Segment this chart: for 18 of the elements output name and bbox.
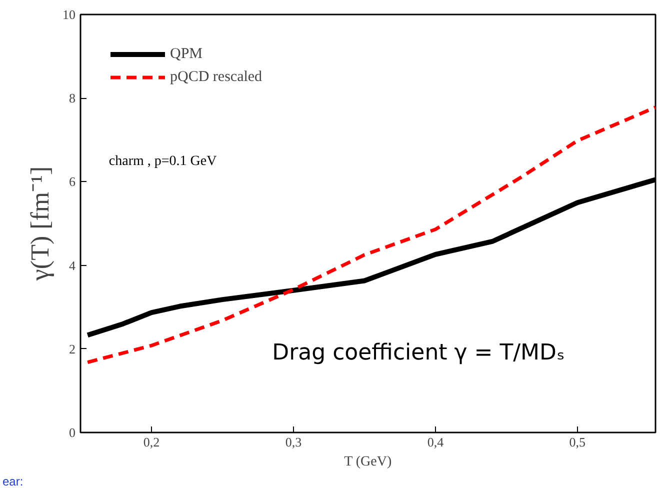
y-tick-label: 4: [69, 258, 76, 273]
y-tick-label: 6: [69, 174, 76, 190]
y-axis-title: γ(T) [fm⁻¹]: [26, 166, 54, 282]
x-tick-label: 0,2: [143, 434, 160, 450]
text: ear:: [2, 474, 24, 488]
y-tick-label: 2: [69, 341, 76, 356]
y-tick-label: 8: [69, 90, 76, 106]
legend-label: pQCD rescaled: [170, 68, 262, 86]
line-series: [86, 106, 656, 364]
legend-label: QPM: [170, 46, 203, 62]
annotation: Drag coefficient γ = T/MDₛ: [272, 340, 565, 366]
x-axis-title: T (GeV): [344, 454, 392, 470]
x-tick-label: 0,4: [427, 434, 444, 450]
y-tick-label: 0: [69, 425, 76, 440]
x-tick-label: 0,5: [569, 434, 586, 450]
annotation: charm , p=0.1 GeV: [108, 154, 217, 170]
x-tick-label: 0,3: [285, 434, 302, 450]
y-tick-label: 10: [62, 7, 76, 22]
